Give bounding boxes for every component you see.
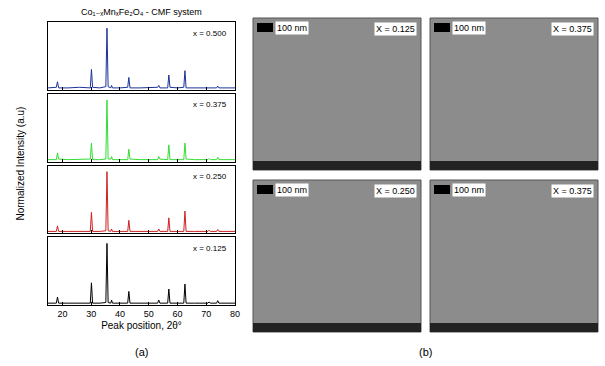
svg-text:X = 0.125: X = 0.125 bbox=[376, 24, 415, 34]
svg-text:(b): (b) bbox=[419, 346, 432, 358]
svg-text:x = 0.375: x = 0.375 bbox=[193, 100, 227, 109]
svg-text:20: 20 bbox=[57, 309, 67, 319]
svg-text:Peak position, 2θ°: Peak position, 2θ° bbox=[101, 320, 182, 331]
svg-text:60: 60 bbox=[172, 309, 182, 319]
svg-text:X = 0.375: X = 0.375 bbox=[553, 24, 592, 34]
svg-text:(a): (a) bbox=[135, 346, 148, 358]
svg-text:30: 30 bbox=[86, 309, 96, 319]
svg-text:100 nm: 100 nm bbox=[454, 23, 484, 33]
svg-text:100 nm: 100 nm bbox=[277, 23, 307, 33]
svg-text:X = 0.250: X = 0.250 bbox=[376, 186, 415, 196]
svg-text:50: 50 bbox=[144, 309, 154, 319]
svg-text:Co₁₋ₓMnₓFe₂O₄ - CMF system: Co₁₋ₓMnₓFe₂O₄ - CMF system bbox=[81, 7, 202, 17]
svg-text:80: 80 bbox=[230, 309, 240, 319]
svg-text:x = 0.500: x = 0.500 bbox=[193, 29, 227, 38]
svg-text:x = 0.250: x = 0.250 bbox=[193, 172, 227, 181]
svg-text:X = 0.375: X = 0.375 bbox=[553, 186, 592, 196]
svg-text:40: 40 bbox=[115, 309, 125, 319]
svg-text:100 nm: 100 nm bbox=[277, 185, 307, 195]
svg-text:70: 70 bbox=[201, 309, 211, 319]
svg-text:100 nm: 100 nm bbox=[454, 185, 484, 195]
svg-text:Normalized Intensity (a.u): Normalized Intensity (a.u) bbox=[15, 107, 26, 221]
svg-text:x = 0.125: x = 0.125 bbox=[193, 244, 227, 253]
